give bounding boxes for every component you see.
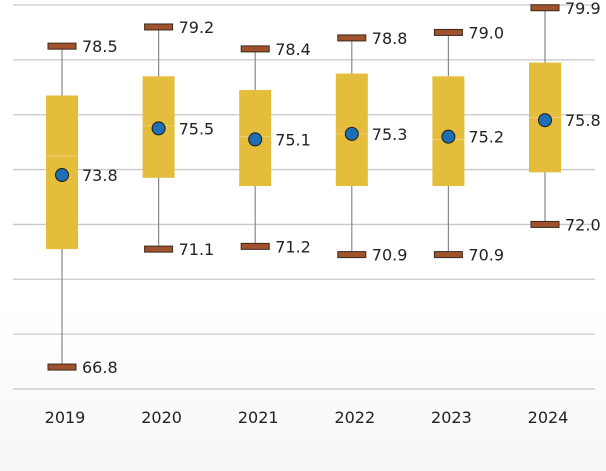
x-tick-label: 2022 (334, 408, 375, 427)
min-label: 70.9 (468, 246, 504, 265)
min-cap (47, 363, 77, 371)
gridlines (13, 4, 595, 390)
mean-marker (538, 113, 552, 128)
max-label: 79.9 (565, 0, 601, 18)
mean-marker (441, 129, 456, 144)
mean-marker (344, 126, 359, 141)
max-label: 79.2 (179, 18, 215, 37)
min-label: 71.2 (275, 237, 311, 256)
min-cap (530, 220, 560, 228)
min-cap (337, 251, 367, 259)
mean-label: 75.8 (565, 111, 601, 130)
min-label: 70.9 (372, 246, 408, 265)
min-cap (433, 251, 463, 259)
x-axis-ticks: 2019 2020 2021 2022 2023 2024 (45, 408, 569, 427)
max-cap (433, 28, 463, 36)
min-cap (240, 242, 270, 250)
mean-marker (151, 121, 166, 136)
max-cap (47, 42, 77, 50)
mean-label: 73.8 (82, 166, 118, 185)
box-2021: 78.4 71.2 75.1 (239, 40, 311, 256)
mean-label: 75.5 (179, 119, 215, 138)
min-label: 66.8 (82, 358, 118, 377)
mean-label: 75.2 (468, 128, 504, 147)
x-tick-label: 2020 (141, 408, 182, 427)
mean-marker (55, 168, 69, 183)
min-cap (144, 245, 174, 253)
x-tick-label: 2021 (238, 408, 279, 427)
x-tick-label: 2019 (45, 408, 86, 427)
max-label: 78.5 (82, 37, 118, 56)
mean-label: 75.3 (372, 125, 408, 144)
box-2024: 79.9 72.0 75.8 (529, 0, 601, 234)
box-2022: 78.8 70.9 75.3 (335, 29, 408, 265)
min-label: 72.0 (565, 215, 601, 234)
box-2019: 78.5 66.8 73.8 (46, 37, 118, 377)
mean-marker (248, 132, 263, 147)
max-cap (144, 23, 174, 31)
box-2020: 79.2 71.1 75.5 (142, 18, 215, 259)
boxes: 78.5 66.8 73.8 79.2 71.1 75.5 78.4 71.2 75.1 78.8… (46, 0, 601, 377)
max-label: 78.4 (275, 40, 311, 59)
x-tick-label: 2023 (431, 408, 472, 427)
max-cap (240, 45, 270, 53)
max-cap (337, 34, 367, 42)
max-label: 78.8 (372, 29, 408, 48)
x-tick-label: 2024 (528, 408, 569, 427)
box-2023: 79.0 70.9 75.2 (432, 23, 504, 265)
mean-label: 75.1 (275, 130, 311, 149)
min-label: 71.1 (179, 240, 215, 259)
max-cap (530, 4, 560, 12)
max-label: 79.0 (468, 23, 504, 42)
